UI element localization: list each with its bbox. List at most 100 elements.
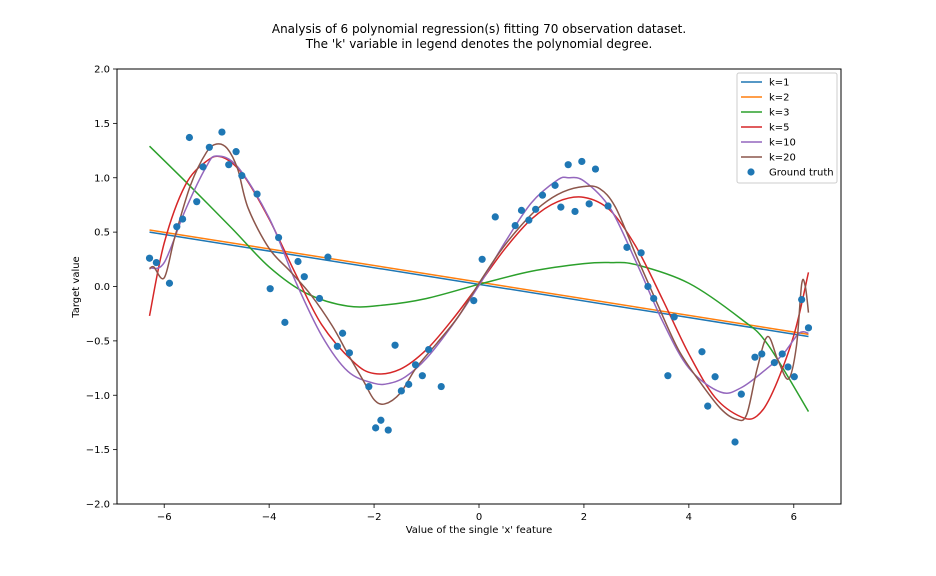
ground-truth-point (145, 254, 154, 262)
y-tick-label: 0.0 (94, 282, 110, 293)
x-tick-label: −4 (262, 512, 277, 523)
ground-truth-point (650, 294, 658, 303)
chart-title: Analysis of 6 polynomial regression(s) f… (272, 22, 686, 36)
ground-truth-point (578, 157, 586, 166)
ground-truth-point (478, 255, 486, 263)
ground-truth-point (751, 353, 759, 361)
plot-area (145, 128, 813, 446)
ground-truth-point (274, 233, 283, 242)
ground-truth-point (571, 207, 579, 216)
ground-truth-point (238, 171, 246, 180)
legend-label: k=1 (769, 78, 790, 89)
y-axis-label: Target value (71, 256, 82, 318)
ground-truth-point (372, 424, 380, 432)
ground-truth-point (511, 222, 519, 230)
x-tick-label: −6 (157, 512, 172, 523)
ground-truth-point (377, 416, 385, 424)
ground-truth-point (405, 380, 413, 388)
ground-truth-point (604, 202, 612, 210)
ground-truth-point (232, 148, 240, 156)
ground-truth-point (557, 203, 565, 211)
x-tick-label: 4 (686, 512, 692, 523)
y-tick-label: 0.5 (94, 228, 110, 239)
ground-truth-point (152, 258, 160, 267)
ground-truth-point (470, 297, 478, 305)
series-line-k20 (149, 143, 810, 422)
ground-truth-point (281, 318, 289, 326)
ground-truth-point (225, 161, 233, 169)
ground-truth-point (664, 372, 672, 380)
legend-label: k=20 (769, 153, 796, 164)
legend-label: k=2 (769, 93, 790, 104)
x-tick-label: −2 (367, 512, 382, 523)
ground-truth-point (425, 345, 433, 354)
ground-truth-point (345, 349, 354, 357)
y-axis: −2.0 −1.5 −1.0 −0.5 0.0 0.5 1.0 1.5 2.0 (86, 65, 117, 511)
ground-truth-point (778, 350, 786, 358)
ground-truth-point (185, 133, 193, 142)
legend-swatch-ground-truth (747, 168, 755, 176)
ground-truth-point (731, 438, 739, 446)
ground-truth-point (525, 216, 533, 224)
legend-box (736, 72, 838, 184)
legend-label: Ground truth (769, 168, 834, 179)
ground-truth-point (218, 128, 226, 136)
ground-truth-point (333, 342, 341, 350)
x-tick-label: 0 (476, 512, 482, 523)
ground-truth-point (165, 279, 174, 287)
ground-truth-point (711, 373, 719, 381)
ground-truth-point (737, 390, 745, 398)
ground-truth-point (411, 361, 420, 369)
ground-truth-point (253, 190, 261, 198)
ground-truth-point (517, 206, 526, 214)
y-tick-label: 1.0 (94, 173, 110, 184)
chart-subtitle: The 'k' variable in legend denotes the p… (305, 37, 653, 51)
ground-truth-point (384, 426, 392, 434)
x-axis: −6 −4 −2 0 2 4 6 (157, 504, 797, 523)
y-tick-label: −2.0 (86, 500, 110, 511)
ground-truth-point (391, 341, 399, 349)
ground-truth-point (623, 243, 631, 251)
ground-truth-point (644, 282, 652, 291)
ground-truth-point (338, 329, 347, 337)
ground-truth-point (798, 295, 806, 304)
y-tick-label: −1.5 (86, 445, 110, 456)
ground-truth-point (199, 163, 207, 171)
legend-label: k=3 (769, 108, 790, 119)
ground-truth-point (365, 382, 373, 391)
ground-truth-point (790, 373, 798, 381)
x-tick-label: 6 (791, 512, 797, 523)
ground-truth-point (670, 313, 678, 321)
ground-truth-point (173, 223, 181, 231)
ground-truth-point (784, 363, 792, 371)
ground-truth-point (758, 350, 766, 358)
y-tick-label: −1.0 (86, 391, 110, 402)
ground-truth-point (704, 402, 712, 410)
ground-truth-point (418, 372, 426, 380)
ground-truth-point (532, 205, 540, 213)
ground-truth-point (591, 165, 600, 173)
ground-truth-point (266, 285, 274, 293)
y-tick-label: 1.5 (94, 119, 110, 130)
ground-truth-point (538, 191, 547, 199)
y-tick-label: 2.0 (94, 65, 110, 76)
ground-truth-point (804, 324, 813, 332)
ground-truth-point (437, 382, 445, 391)
ground-truth-point (397, 387, 405, 395)
ground-truth-point (205, 143, 213, 151)
ground-truth-point (315, 294, 324, 303)
legend-label: k=10 (769, 138, 796, 149)
ground-truth-point (193, 198, 201, 206)
ground-truth-point (551, 181, 559, 189)
ground-truth-point (564, 161, 572, 169)
ground-truth-point (178, 215, 187, 223)
ground-truth-point (300, 273, 308, 281)
legend-label: k=5 (769, 123, 790, 134)
legend: k=1 k=2 k=3 k=5 k=10 k=20 Ground truth (736, 72, 838, 184)
x-tick-label: 2 (581, 512, 587, 523)
y-tick-label: −0.5 (86, 336, 110, 347)
ground-truth-point (294, 257, 302, 266)
ground-truth-point (698, 348, 706, 356)
ground-truth-point (637, 249, 645, 257)
